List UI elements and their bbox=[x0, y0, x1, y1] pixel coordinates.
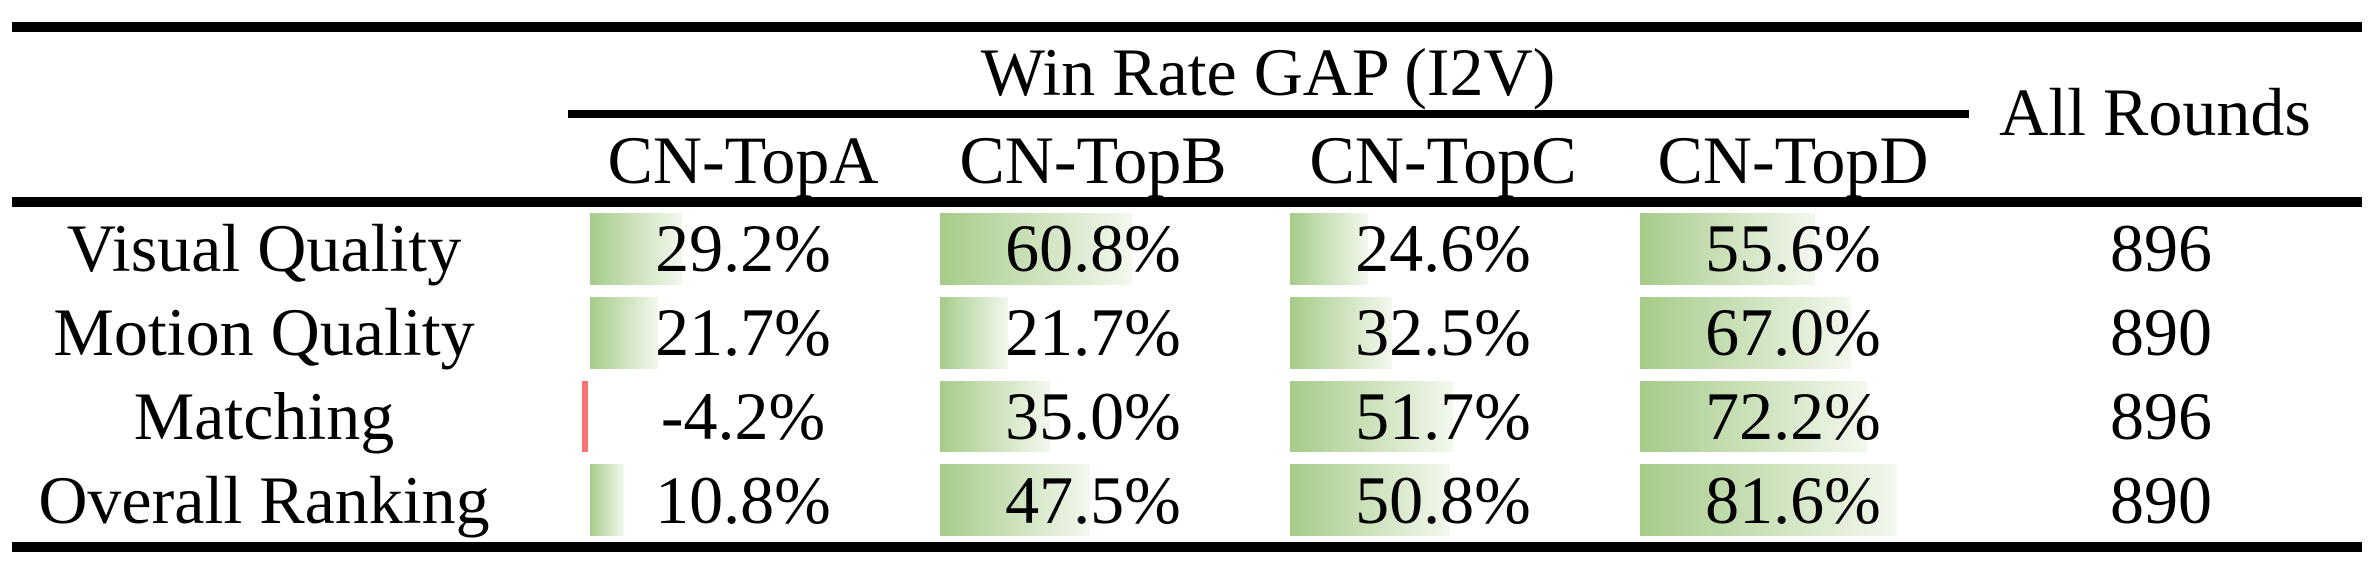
column-header-cn-topc: CN-TopC bbox=[1309, 121, 1577, 198]
column-header-cn-topd: CN-TopD bbox=[1657, 121, 1929, 198]
value-cell: 60.8% bbox=[918, 207, 1268, 291]
win-rate-bar bbox=[940, 213, 1132, 285]
bottom-rule bbox=[12, 542, 2362, 552]
value-cell: 55.6% bbox=[1618, 207, 1968, 291]
column-header-cn-topb: CN-TopB bbox=[959, 121, 1227, 198]
value-text: 32.5% bbox=[1355, 294, 1531, 371]
row-label: Visual Quality bbox=[66, 210, 462, 287]
win-rate-bar bbox=[1640, 380, 1868, 453]
value-text: 24.6% bbox=[1355, 210, 1531, 287]
win-rate-bar bbox=[590, 464, 624, 536]
row-label: Matching bbox=[133, 377, 395, 454]
win-rate-bar bbox=[1640, 213, 1816, 285]
all-rounds-value: 890 bbox=[2110, 294, 2212, 371]
value-cell: 81.6% bbox=[1618, 458, 1968, 542]
table-row: Overall Ranking 10.8% 47.5% 50.8% 81.6% … bbox=[0, 458, 2374, 542]
value-cell: 50.8% bbox=[1268, 458, 1618, 542]
table-row: Matching -4.2% 35.0% 51.7% 72.2% 896 bbox=[0, 375, 2374, 459]
value-cell: 47.5% bbox=[918, 458, 1268, 542]
value-cell: 29.2% bbox=[568, 207, 918, 291]
value-cell: 72.2% bbox=[1618, 375, 1968, 459]
value-cell: 67.0% bbox=[1618, 291, 1968, 375]
value-text: 21.7% bbox=[655, 294, 831, 371]
win-rate-bar bbox=[940, 464, 1090, 536]
value-cell: 51.7% bbox=[1268, 375, 1618, 459]
value-text: 10.8% bbox=[655, 461, 831, 538]
all-rounds-value: 896 bbox=[2110, 210, 2212, 287]
win-rate-bar bbox=[940, 296, 1009, 369]
value-text: -4.2% bbox=[660, 377, 826, 454]
value-text: 21.7% bbox=[1005, 294, 1181, 371]
value-cell: 21.7% bbox=[568, 291, 918, 375]
win-rate-bar bbox=[582, 380, 588, 453]
value-text: 29.2% bbox=[655, 210, 831, 287]
value-text: 81.6% bbox=[1705, 461, 1881, 538]
value-text: 51.7% bbox=[1355, 377, 1531, 454]
value-text: 35.0% bbox=[1005, 377, 1181, 454]
win-rate-bar bbox=[1290, 296, 1393, 369]
win-rate-bar bbox=[1640, 464, 1897, 536]
table-body: Visual Quality 29.2% 60.8% 24.6% 55.6% 8… bbox=[0, 207, 2374, 542]
all-rounds-value: 890 bbox=[2110, 461, 2212, 538]
value-text: 67.0% bbox=[1705, 294, 1881, 371]
value-cell: 21.7% bbox=[918, 291, 1268, 375]
value-text: 55.6% bbox=[1705, 210, 1881, 287]
row-label: Motion Quality bbox=[53, 294, 475, 371]
value-text: 50.8% bbox=[1355, 461, 1531, 538]
row-label: Overall Ranking bbox=[38, 461, 490, 538]
title-underline-rule bbox=[568, 110, 1969, 118]
win-rate-bar bbox=[1640, 296, 1851, 369]
win-rate-bar bbox=[590, 213, 682, 285]
table-title: Win Rate GAP (I2V) bbox=[980, 33, 1556, 110]
value-cell: 32.5% bbox=[1268, 291, 1618, 375]
win-rate-bar bbox=[1290, 213, 1368, 285]
top-rule bbox=[12, 22, 2362, 32]
column-header-cn-topa: CN-TopA bbox=[607, 121, 879, 198]
win-rate-bar bbox=[1290, 464, 1450, 536]
value-cell: -4.2% bbox=[568, 375, 918, 459]
all-rounds-header: All Rounds bbox=[1999, 73, 2311, 150]
header-rule bbox=[12, 197, 2362, 207]
win-rate-bar bbox=[590, 296, 659, 369]
all-rounds-value: 896 bbox=[2110, 377, 2212, 454]
table-row: Motion Quality 21.7% 21.7% 32.5% 67.0% 8… bbox=[0, 291, 2374, 375]
win-rate-bar bbox=[940, 380, 1051, 453]
value-text: 60.8% bbox=[1005, 210, 1181, 287]
table-row: Visual Quality 29.2% 60.8% 24.6% 55.6% 8… bbox=[0, 207, 2374, 291]
value-text: 72.2% bbox=[1705, 377, 1881, 454]
value-cell: 35.0% bbox=[918, 375, 1268, 459]
value-text: 47.5% bbox=[1005, 461, 1181, 538]
win-rate-bar bbox=[1290, 380, 1453, 453]
value-cell: 24.6% bbox=[1268, 207, 1618, 291]
value-cell: 10.8% bbox=[568, 458, 918, 542]
